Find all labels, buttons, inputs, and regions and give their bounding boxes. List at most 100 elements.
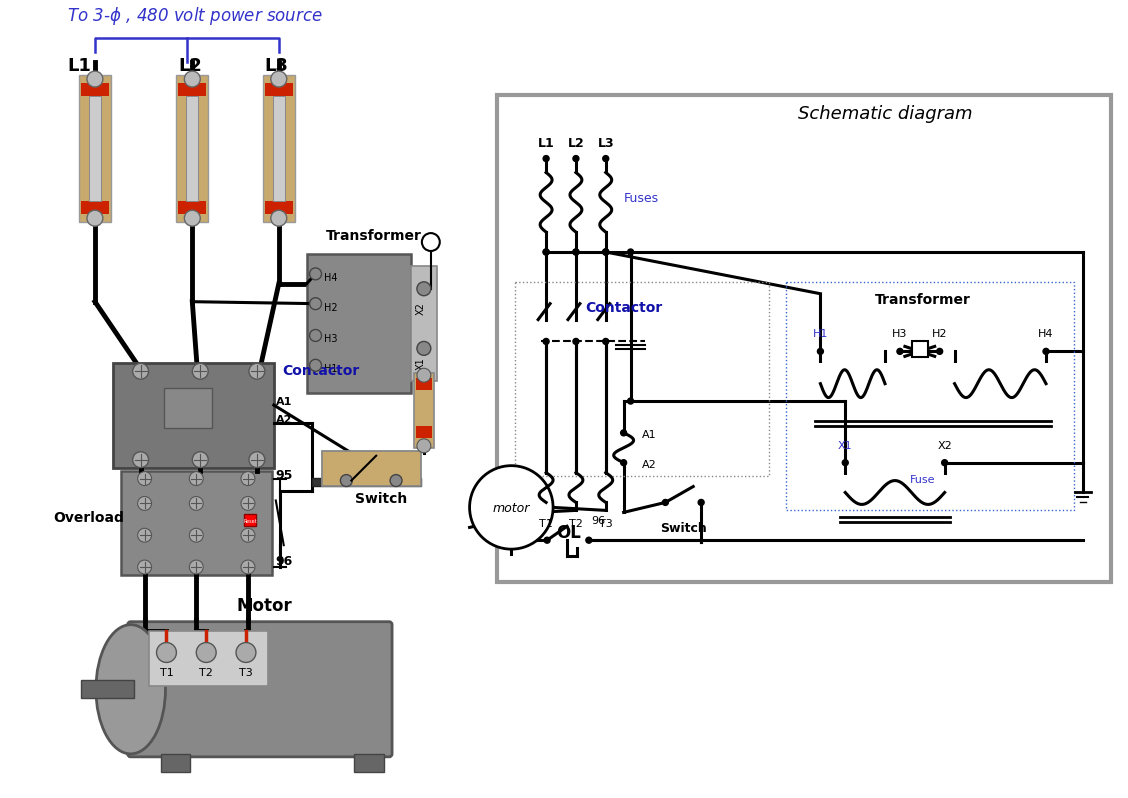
- Text: T3: T3: [599, 519, 613, 529]
- Text: Transformer: Transformer: [875, 293, 971, 306]
- Text: Overload: Overload: [53, 512, 124, 525]
- Bar: [321, 451, 421, 485]
- Circle shape: [843, 460, 848, 466]
- Circle shape: [818, 349, 823, 354]
- Text: T1: T1: [539, 519, 553, 529]
- Bar: [311, 477, 421, 485]
- Circle shape: [192, 363, 209, 379]
- Text: OL: OL: [556, 524, 581, 542]
- Text: T2: T2: [569, 519, 583, 529]
- Circle shape: [309, 298, 321, 310]
- Circle shape: [942, 460, 948, 466]
- Circle shape: [698, 500, 704, 505]
- Text: A1: A1: [275, 397, 292, 407]
- Text: H3: H3: [892, 330, 908, 339]
- Circle shape: [543, 338, 549, 345]
- Bar: [178, 201, 206, 214]
- Circle shape: [662, 500, 669, 505]
- Bar: [176, 75, 209, 222]
- Circle shape: [190, 496, 203, 511]
- Text: L3: L3: [265, 57, 289, 75]
- Text: A2: A2: [275, 415, 292, 425]
- Text: X1: X1: [838, 440, 853, 451]
- Bar: [307, 254, 411, 393]
- Circle shape: [627, 249, 634, 255]
- Text: 95: 95: [529, 516, 543, 527]
- Text: Fuses: Fuses: [624, 192, 659, 205]
- Text: Schematic diagram: Schematic diagram: [797, 105, 972, 123]
- Text: Transformer: Transformer: [326, 229, 422, 243]
- Circle shape: [543, 249, 549, 255]
- Bar: [121, 471, 272, 575]
- Circle shape: [573, 156, 579, 161]
- Text: Fuse: Fuse: [910, 475, 935, 484]
- Text: H1: H1: [812, 330, 828, 339]
- Text: +: +: [425, 235, 437, 248]
- Text: L3: L3: [598, 136, 614, 150]
- Circle shape: [190, 528, 203, 542]
- Circle shape: [936, 349, 943, 354]
- Bar: [81, 201, 108, 214]
- Circle shape: [241, 560, 255, 574]
- Bar: [160, 754, 191, 772]
- Bar: [165, 388, 212, 428]
- Bar: [414, 373, 434, 448]
- Text: L2: L2: [567, 136, 584, 150]
- Circle shape: [897, 349, 902, 354]
- Circle shape: [543, 156, 549, 161]
- Text: 96: 96: [591, 516, 605, 527]
- Circle shape: [190, 560, 203, 574]
- Circle shape: [309, 330, 321, 342]
- Text: T2: T2: [200, 669, 213, 678]
- Text: H2: H2: [932, 330, 948, 339]
- Circle shape: [190, 472, 203, 485]
- Circle shape: [417, 282, 431, 296]
- Text: H2: H2: [325, 302, 338, 313]
- Circle shape: [249, 363, 265, 379]
- Circle shape: [87, 71, 103, 87]
- Circle shape: [184, 71, 201, 87]
- Circle shape: [138, 560, 151, 574]
- Circle shape: [417, 342, 431, 355]
- Text: X1: X1: [416, 357, 426, 369]
- Bar: [354, 754, 385, 772]
- Circle shape: [417, 368, 431, 382]
- Circle shape: [620, 460, 627, 466]
- Circle shape: [157, 642, 176, 662]
- Circle shape: [417, 439, 431, 452]
- Text: L1: L1: [67, 57, 91, 75]
- Bar: [911, 342, 927, 358]
- Text: H4: H4: [325, 273, 338, 282]
- Circle shape: [390, 475, 402, 487]
- Bar: [411, 266, 437, 381]
- Bar: [263, 75, 294, 222]
- Circle shape: [241, 496, 255, 511]
- Circle shape: [544, 537, 550, 543]
- Text: L1: L1: [538, 136, 555, 150]
- Text: Reset: Reset: [244, 519, 257, 524]
- Circle shape: [602, 249, 609, 255]
- Text: Switch: Switch: [355, 492, 407, 507]
- Circle shape: [422, 233, 440, 251]
- Bar: [89, 96, 100, 201]
- Circle shape: [602, 156, 609, 161]
- Bar: [265, 83, 292, 96]
- Bar: [515, 282, 768, 476]
- Text: L2: L2: [178, 57, 202, 75]
- Circle shape: [573, 249, 579, 255]
- Bar: [785, 282, 1074, 511]
- Text: 95: 95: [275, 468, 293, 481]
- Text: Contactor: Contactor: [585, 301, 662, 314]
- FancyBboxPatch shape: [127, 622, 393, 757]
- Circle shape: [138, 472, 151, 485]
- Bar: [81, 681, 134, 698]
- Bar: [178, 83, 206, 96]
- Circle shape: [627, 398, 634, 404]
- Bar: [81, 83, 108, 96]
- Text: X2: X2: [416, 302, 426, 315]
- Ellipse shape: [96, 625, 166, 754]
- Text: T1: T1: [159, 669, 174, 678]
- Circle shape: [573, 249, 579, 255]
- Bar: [113, 363, 274, 468]
- Circle shape: [602, 249, 609, 255]
